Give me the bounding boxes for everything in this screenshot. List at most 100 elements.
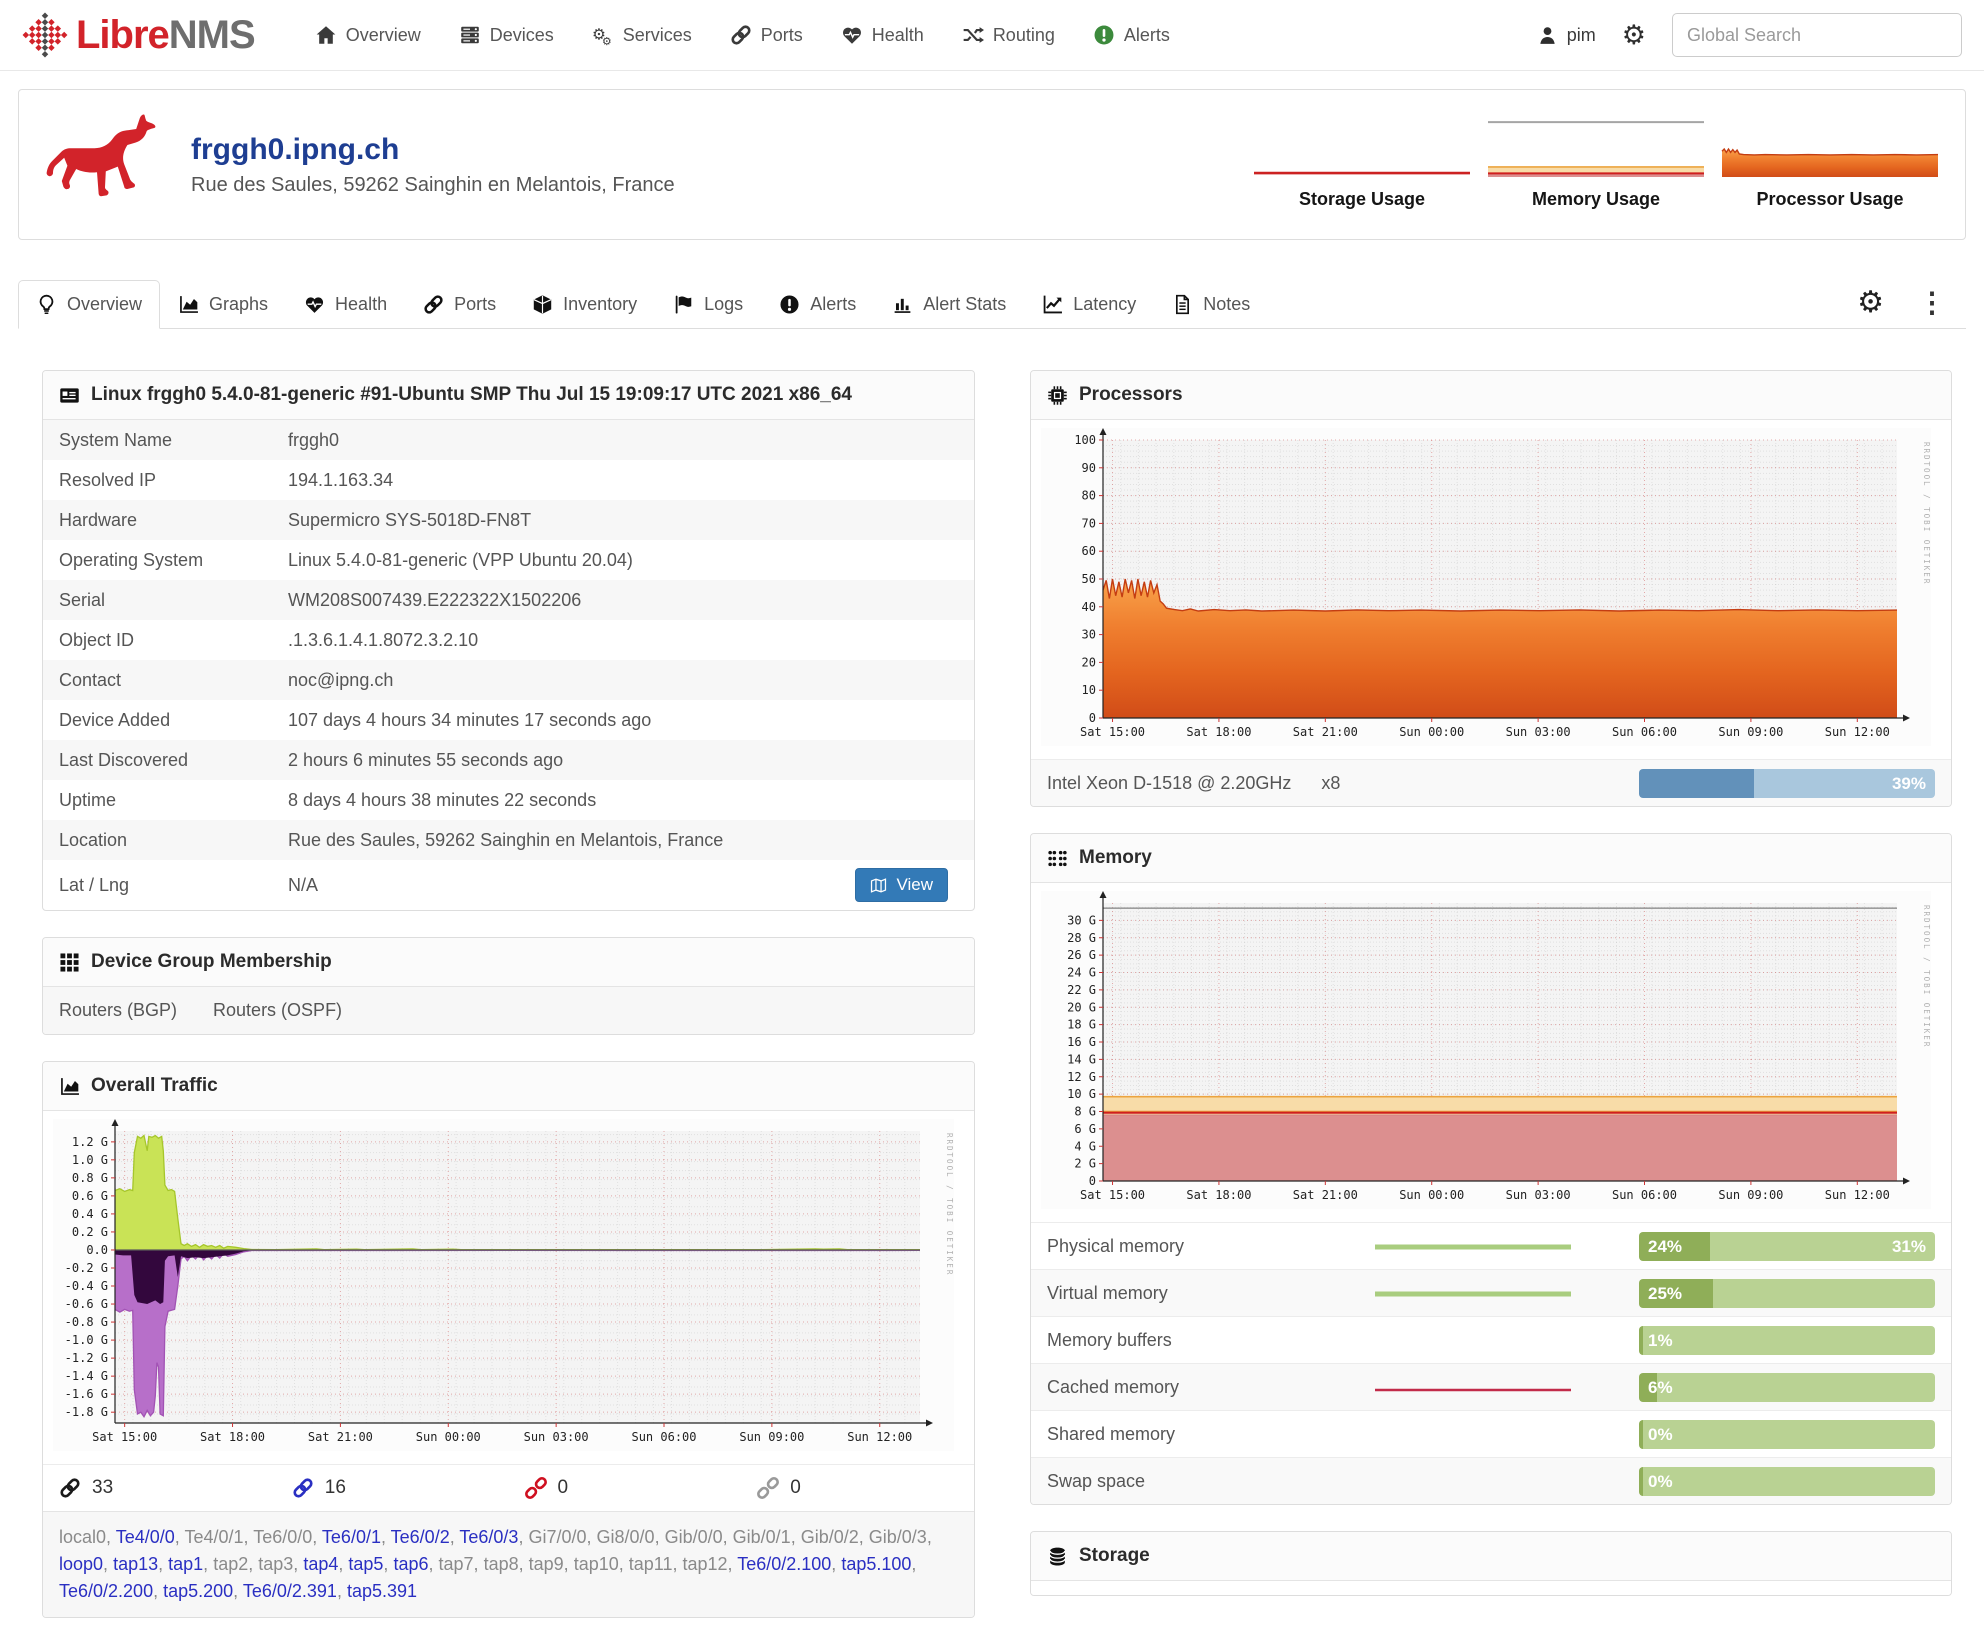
user-menu[interactable]: pim [1537, 25, 1596, 46]
tab-overview[interactable]: Overview [18, 280, 161, 329]
memory-used-pct: 0% [1648, 1471, 1673, 1491]
port-link-tap2[interactable]: tap2 [213, 1554, 249, 1574]
port-link-tap1[interactable]: tap1 [168, 1554, 204, 1574]
nav-item-ports[interactable]: Ports [730, 24, 803, 46]
global-search-input[interactable] [1672, 13, 1962, 57]
port-link-tap11[interactable]: tap11 [628, 1554, 673, 1574]
port-link-te6-0-2-391[interactable]: Te6/0/2.391 [242, 1581, 337, 1601]
port-link-tap3[interactable]: tap3 [258, 1554, 294, 1574]
svg-text:70: 70 [1082, 516, 1096, 530]
chain-icon [59, 1477, 81, 1499]
port-link-tap13[interactable]: tap13 [113, 1554, 159, 1574]
svg-text:0.4 G: 0.4 G [72, 1207, 108, 1221]
tab-label: Graphs [209, 294, 269, 314]
left-column: Linux frggh0 5.4.0-81-generic #91-Ubuntu… [42, 370, 975, 1644]
tab-notes[interactable]: Notes [1154, 280, 1268, 329]
port-link-tap6[interactable]: tap6 [393, 1554, 429, 1574]
row-value: 2 hours 6 minutes 55 seconds ago [288, 749, 564, 770]
address-card-icon [59, 385, 80, 406]
svg-text:Sun 12:00: Sun 12:00 [1825, 1188, 1890, 1202]
svg-text:30 G: 30 G [1067, 913, 1096, 927]
port-count-down[interactable]: 0 [509, 1465, 742, 1511]
port-link-gib-0-0[interactable]: Gib/0/0 [664, 1527, 723, 1547]
port-link-te6-0-1[interactable]: Te6/0/1 [321, 1527, 381, 1547]
view-map-button[interactable]: View [855, 868, 948, 902]
port-link-gi7-0-0[interactable]: Gi7/0/0 [528, 1527, 587, 1547]
main-menu: Overview Devices ⚙ ⚙ Services Ports Health Rout… [315, 24, 1170, 46]
nav-item-services[interactable]: ⚙ ⚙ Services [592, 24, 692, 47]
port-count-total[interactable]: 33 [43, 1465, 276, 1511]
port-link-gib-0-3[interactable]: Gib/0/3 [868, 1527, 927, 1547]
svg-text:6 G: 6 G [1074, 1122, 1096, 1136]
port-link-te6-0-0[interactable]: Te6/0/0 [253, 1527, 313, 1547]
overall-traffic-graph[interactable]: 1.2 G 1.0 G 0.8 G 0.6 G 0.4 G 0.2 G 0.0 -0.2 G -… [43, 1111, 974, 1464]
port-link-local0[interactable]: local0 [59, 1527, 107, 1547]
port-link-tap5-391[interactable]: tap5.391 [346, 1581, 418, 1601]
svg-text:0.8 G: 0.8 G [72, 1171, 108, 1185]
device-group-link-routers-ospf-[interactable]: Routers (OSPF) [213, 1000, 343, 1020]
port-link-tap12[interactable]: tap12 [682, 1554, 728, 1574]
kebab-menu-icon[interactable]: ⋮ [1918, 287, 1946, 318]
port-link-tap9[interactable]: tap9 [528, 1554, 564, 1574]
nav-item-overview[interactable]: Overview [315, 24, 421, 46]
port-link-te6-0-2-200[interactable]: Te6/0/2.200 [59, 1581, 154, 1601]
memory-usage-sparkline[interactable] [1487, 119, 1705, 179]
librenms-logo[interactable]: LibreNMS [22, 12, 256, 58]
port-link-tap8[interactable]: tap8 [483, 1554, 519, 1574]
svg-text:1.0 G: 1.0 G [72, 1153, 108, 1167]
nav-item-health[interactable]: Health [841, 24, 924, 46]
port-link-tap7[interactable]: tap7 [438, 1554, 474, 1574]
nav-item-routing[interactable]: Routing [962, 24, 1055, 46]
port-link-tap10[interactable]: tap10 [573, 1554, 619, 1574]
memory-row-label: Cached memory [1047, 1376, 1180, 1397]
svg-text:24 G: 24 G [1067, 966, 1096, 980]
device-settings-gear-icon[interactable]: ⚙ [1857, 286, 1884, 319]
row-value: .1.3.6.1.4.1.8072.3.2.10 [288, 629, 479, 650]
storage-usage-sparkline[interactable] [1253, 119, 1471, 179]
nav-item-alerts[interactable]: Alerts [1093, 24, 1170, 46]
chain-icon [423, 294, 444, 315]
memory-row-cached-memory: Cached memory 6% [1031, 1363, 1951, 1410]
port-link-tap4[interactable]: tap4 [303, 1554, 339, 1574]
port-link-gib-0-2[interactable]: Gib/0/2 [800, 1527, 859, 1547]
svg-text:Sat 18:00: Sat 18:00 [200, 1430, 265, 1444]
tab-graphs[interactable]: Graphs [160, 280, 286, 329]
port-link-loop0[interactable]: loop0 [59, 1554, 104, 1574]
port-link-tap5[interactable]: tap5 [348, 1554, 384, 1574]
port-link-te6-0-2[interactable]: Te6/0/2 [390, 1527, 450, 1547]
memory-usage-bar: 24% 31% [1639, 1231, 1935, 1261]
port-link-tap5-100[interactable]: tap5.100 [841, 1554, 912, 1574]
memory-graph[interactable]: 0 2 G 4 G 6 G 8 G 10 G 12 G 14 G 16 G 18 G 20 G 22 … [1031, 883, 1951, 1222]
tab-alerts[interactable]: Alerts [761, 280, 874, 329]
port-link-tap5-200[interactable]: tap5.200 [163, 1581, 234, 1601]
port-count-up[interactable]: 16 [276, 1465, 509, 1511]
port-link-gib-0-1[interactable]: Gib/0/1 [732, 1527, 791, 1547]
nav-item-devices[interactable]: Devices [459, 24, 554, 46]
tab-health[interactable]: Health [286, 280, 405, 329]
port-link-te4-0-0[interactable]: Te4/0/0 [115, 1527, 175, 1547]
svg-text:Sun 06:00: Sun 06:00 [1612, 725, 1677, 739]
memory-usage-bar: 1% [1639, 1325, 1935, 1355]
tab-alert-stats[interactable]: Alert Stats [874, 280, 1024, 329]
processor-usage-sparkline[interactable] [1721, 119, 1939, 179]
processors-graph[interactable]: 0 10 20 30 40 50 60 70 80 90 100 Sat 15:00 Sat 18:00… [1031, 420, 1951, 759]
port-link-te4-0-1[interactable]: Te4/0/1 [184, 1527, 244, 1547]
port-link-te6-0-3[interactable]: Te6/0/3 [459, 1527, 519, 1547]
tab-ports[interactable]: Ports [405, 280, 514, 329]
svg-text:28 G: 28 G [1067, 931, 1096, 945]
alert-circle-icon [779, 294, 800, 315]
tab-inventory[interactable]: Inventory [514, 280, 655, 329]
tab-latency[interactable]: Latency [1024, 280, 1154, 329]
cpu-label[interactable]: Intel Xeon D-1518 @ 2.20GHz [1047, 772, 1292, 793]
cube-icon [532, 294, 553, 315]
port-link-gi8-0-0[interactable]: Gi8/0/0 [596, 1527, 655, 1547]
tab-logs[interactable]: Logs [655, 280, 761, 329]
svg-text:12 G: 12 G [1067, 1070, 1096, 1084]
settings-gear-icon[interactable]: ⚙ [1621, 19, 1646, 50]
device-group-link-routers-bgp-[interactable]: Routers (BGP) [59, 1000, 178, 1020]
port-link-te6-0-2-100[interactable]: Te6/0/2.100 [737, 1554, 832, 1574]
port-count-disabled[interactable]: 0 [741, 1465, 974, 1511]
svg-text:-1.6 G: -1.6 G [65, 1387, 108, 1401]
device-hostname[interactable]: frggh0.ipng.ch [191, 132, 400, 166]
row-label: Location [59, 829, 128, 850]
